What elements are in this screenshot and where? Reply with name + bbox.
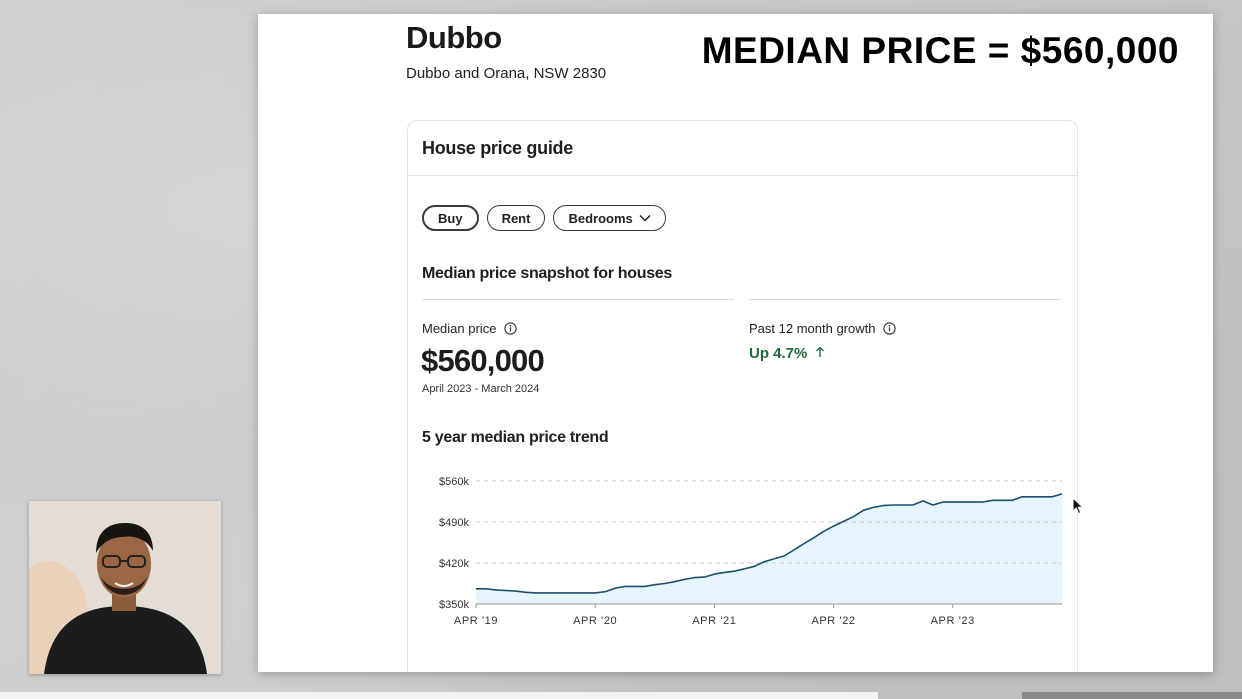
mouse-cursor <box>1072 496 1084 520</box>
card-header: House price guide <box>408 121 1077 176</box>
trend-line <box>476 493 1063 594</box>
median-price-label-text: Median price <box>422 321 497 336</box>
growth-label: Past 12 month growth <box>749 321 897 336</box>
price-trend-chart: $560k $490k $420k $350k APR '19 APR '20 APR '2… <box>439 476 1063 627</box>
bottom-bar-left <box>0 692 878 699</box>
x-tick-label: APR '23 <box>931 615 975 627</box>
trend-title: 5 year median price trend <box>422 429 609 446</box>
bedrooms-dropdown-label: Bedrooms <box>568 210 633 226</box>
web-page: Dubbo Dubbo and Orana, NSW 2830 MEDIAN P… <box>258 14 1213 672</box>
y-tick-label: $350k <box>439 599 469 611</box>
y-tick-label: $560k <box>439 476 469 488</box>
snapshot-title: Median price snapshot for houses <box>422 265 673 282</box>
growth-value-text: Up 4.7% <box>749 345 808 362</box>
growth-info-icon[interactable] <box>883 322 897 335</box>
buy-pill-label: Buy <box>438 210 463 226</box>
x-tick-label: APR '20 <box>573 615 617 627</box>
divider-left <box>422 299 734 300</box>
house-price-guide-card: House price guide Buy Rent Bedrooms Medi… <box>407 120 1078 672</box>
overlay-headline: MEDIAN PRICE = $560,000 <box>701 30 1179 71</box>
bottom-bar-right <box>1022 692 1242 699</box>
buy-pill[interactable]: Buy <box>422 205 479 231</box>
y-tick-label: $420k <box>439 558 469 570</box>
chevron-down-icon <box>639 214 651 222</box>
median-price-value: $560,000 <box>421 343 545 378</box>
rent-pill[interactable]: Rent <box>486 205 546 231</box>
median-info-icon[interactable] <box>504 322 518 335</box>
x-tick-label: APR '22 <box>811 615 855 627</box>
suburb-region: Dubbo and Orana, NSW 2830 <box>406 65 607 82</box>
rent-pill-label: Rent <box>501 210 531 226</box>
y-tick-label: $490k <box>439 517 469 529</box>
median-price-label: Median price <box>422 321 518 336</box>
filter-pills: Buy Rent Bedrooms <box>422 205 666 231</box>
cursor-arrow-icon <box>1072 496 1084 515</box>
divider-right <box>749 299 1061 300</box>
growth-label-text: Past 12 month growth <box>749 321 876 336</box>
card-title: House price guide <box>422 138 573 158</box>
presenter-webcam <box>29 501 221 674</box>
arrow-up-icon <box>815 345 825 362</box>
median-price-period: April 2023 - March 2024 <box>422 383 540 395</box>
presenter-image <box>29 501 221 674</box>
suburb-title: Dubbo <box>406 20 502 55</box>
growth-value: Up 4.7% <box>749 345 825 362</box>
x-tick-label: APR '19 <box>454 615 498 627</box>
x-tick-label: APR '21 <box>692 615 736 627</box>
trend-area-fill <box>476 493 1062 604</box>
bedrooms-dropdown[interactable]: Bedrooms <box>553 205 666 231</box>
